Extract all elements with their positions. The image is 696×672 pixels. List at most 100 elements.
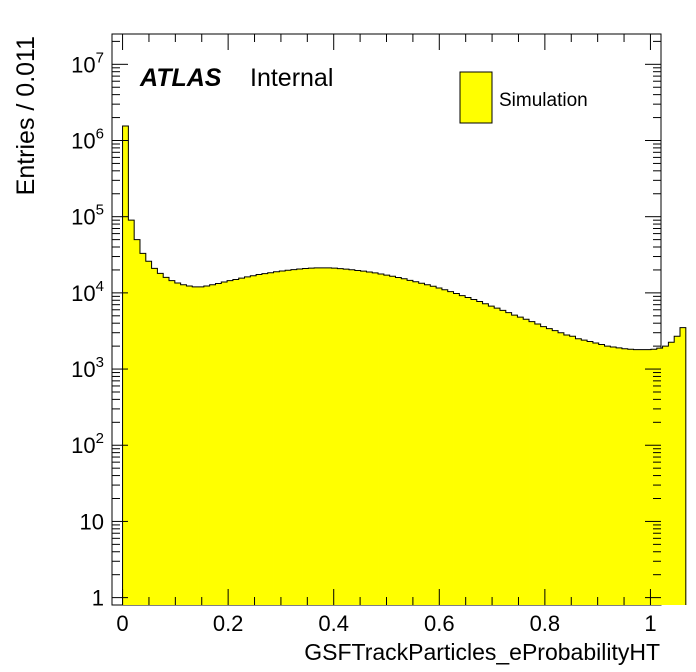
histogram-bin	[325, 267, 332, 605]
histogram-bin	[180, 284, 187, 605]
histogram-bin	[517, 317, 524, 605]
histogram-bin	[308, 268, 315, 605]
x-tick-label: 0.4	[318, 611, 349, 636]
histogram-bin	[378, 273, 385, 605]
y-tick-exponent: 5	[96, 202, 104, 219]
x-tick-label: 0.6	[424, 611, 455, 636]
histogram-bin	[563, 334, 571, 605]
histogram-bin	[232, 279, 240, 605]
histogram-bin	[616, 347, 623, 605]
histogram-bin	[656, 348, 663, 605]
histogram-bin	[540, 326, 547, 605]
histogram-bin	[279, 270, 286, 605]
histogram-bin	[244, 276, 251, 605]
histogram-bin	[273, 271, 280, 605]
histogram-bin	[499, 310, 507, 605]
histogram-bin	[534, 324, 542, 605]
histogram-bin	[505, 312, 513, 605]
x-tick-label: 0.8	[530, 611, 561, 636]
histogram-bin	[523, 319, 530, 605]
histogram-bin	[314, 267, 321, 605]
histogram-bin	[157, 273, 164, 605]
histogram-bin	[424, 284, 431, 605]
y-tick-base: 1	[92, 586, 104, 611]
histogram-bin	[546, 328, 553, 605]
histogram-bin	[633, 349, 640, 605]
y-tick-label: 105	[71, 202, 104, 230]
histogram-bin	[169, 280, 176, 605]
histogram-bin	[494, 308, 501, 605]
histogram-bin	[151, 268, 158, 605]
histogram-bin	[581, 340, 588, 605]
histogram-bin	[290, 269, 298, 605]
y-tick-label: 1	[92, 586, 104, 611]
histogram-bin	[407, 280, 414, 605]
y-tick-base: 10	[71, 129, 95, 154]
histogram-bin	[174, 282, 182, 605]
y-tick-exponent: 6	[96, 126, 104, 143]
histogram-bin	[482, 303, 489, 605]
histogram-bin	[221, 281, 228, 605]
y-tick-exponent: 3	[96, 354, 104, 371]
histogram-bin	[349, 269, 356, 605]
histogram-bin	[476, 301, 483, 605]
histogram-bin	[227, 280, 234, 605]
histogram-bin	[668, 342, 675, 605]
histogram-bin	[680, 327, 687, 605]
histogram-bin	[511, 315, 518, 605]
histogram-bin	[395, 277, 402, 605]
y-tick-label: 10	[80, 509, 104, 534]
histogram-bin	[198, 286, 205, 605]
y-tick-exponent: 2	[96, 430, 104, 447]
histogram-bin	[354, 270, 362, 605]
histogram-bin	[383, 275, 391, 605]
histogram-bin	[610, 346, 617, 605]
histogram-bin	[285, 270, 292, 605]
histogram-bin	[598, 344, 605, 605]
histogram-bin	[163, 277, 170, 605]
histogram-bin	[436, 287, 443, 605]
histogram-bin	[645, 349, 652, 605]
histogram-bin	[145, 261, 152, 605]
histogram-bin	[256, 274, 263, 605]
atlas-label: ATLAS	[139, 64, 222, 92]
y-axis-title: Entries / 0.011	[12, 36, 40, 195]
histogram-bin	[203, 286, 211, 605]
histogram-bin	[453, 293, 460, 605]
histogram-bin	[569, 336, 576, 605]
histogram-bin	[674, 336, 681, 605]
y-tick-label: 103	[71, 354, 104, 382]
histogram-bin	[337, 268, 344, 605]
y-tick-exponent: 4	[96, 278, 104, 295]
histogram-bin	[360, 271, 367, 605]
histogram-bin	[459, 295, 466, 605]
histogram-bin	[447, 291, 454, 605]
histogram-bin	[319, 267, 327, 605]
histogram-bin	[331, 268, 338, 605]
histogram-bin	[470, 299, 478, 605]
histogram-bin	[465, 297, 472, 605]
legend-swatch	[459, 71, 493, 124]
histogram-bin	[662, 346, 669, 605]
histogram-bin	[592, 342, 600, 605]
histogram-bin	[261, 273, 269, 605]
x-tick-label: 0	[116, 611, 128, 636]
y-tick-label: 107	[71, 49, 104, 77]
histogram-bin	[215, 283, 222, 605]
y-tick-base: 10	[71, 433, 95, 458]
histogram-bin	[128, 220, 135, 605]
histogram-bin	[488, 306, 495, 605]
y-tick-label: 102	[71, 430, 104, 458]
y-tick-label: 106	[71, 126, 104, 154]
y-tick-exponent: 7	[96, 49, 104, 66]
x-axis-title: GSFTrackParticles_eProbabilityHT	[304, 639, 660, 665]
histogram-bin	[650, 349, 658, 605]
histogram-bin	[238, 278, 245, 605]
histogram-bin	[250, 275, 257, 605]
y-tick-label: 104	[71, 278, 104, 306]
histogram-bin	[343, 269, 350, 605]
histogram-bin	[139, 253, 147, 605]
histogram-bin	[587, 341, 594, 605]
legend-label: Simulation	[499, 90, 588, 111]
y-tick-base: 10	[71, 357, 95, 382]
